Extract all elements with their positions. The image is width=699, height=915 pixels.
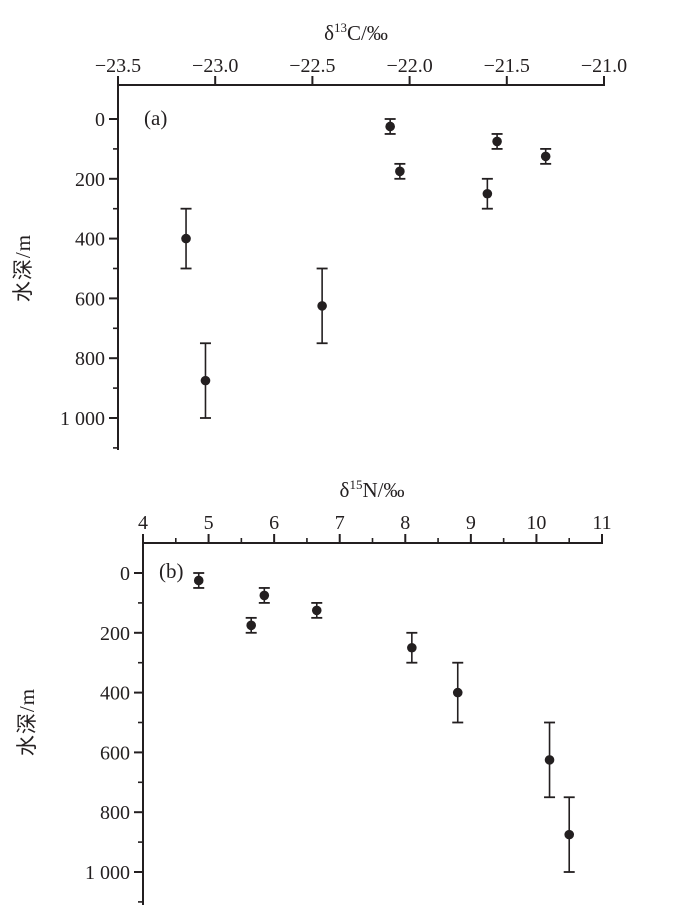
panel-b-data-point — [544, 755, 555, 765]
panel-b-data-point — [246, 620, 256, 631]
panel-a-x-axis-title: δ13C/‰ — [324, 20, 388, 45]
panel-a-y-tick-label: 1 000 — [60, 408, 105, 430]
panel-a-y-tick-label: 0 — [95, 109, 105, 131]
panel-a-data-point — [482, 188, 493, 199]
panel-b-data-point — [452, 687, 463, 698]
panel-b-data-point — [407, 642, 417, 653]
panel-b-x-tick-label: 9 — [466, 512, 476, 534]
panel-b-y-tick-label: 600 — [100, 742, 130, 764]
panel-a-y-tick-label: 800 — [75, 348, 105, 370]
panel-a-x-tick-label: −21.0 — [581, 55, 627, 77]
panel-b-x-tick-label: 7 — [335, 512, 345, 534]
panel-b-label: (b) — [159, 559, 184, 583]
panel-a-y-tick-label: 200 — [75, 169, 105, 191]
panel-b-data-point — [259, 590, 270, 601]
panel-a-x-tick-label: −22.0 — [386, 55, 432, 77]
panel-a-y-tick-label: 600 — [75, 288, 105, 310]
panel-a-y-tick-label: 400 — [75, 229, 105, 251]
panel-a-data-point — [181, 233, 191, 244]
panel-b-y-tick-label: 200 — [100, 623, 130, 645]
panel-a-x-tick-label: −23.0 — [192, 55, 238, 77]
panel-a-label: (a) — [144, 106, 167, 130]
panel-a-data-point — [492, 136, 502, 147]
panel-a-data-point — [540, 151, 551, 162]
panel-b-x-tick-label: 6 — [269, 512, 279, 534]
panel-a-data-point — [385, 121, 395, 132]
panel-b-data-point — [564, 829, 575, 840]
panel-a-x-tick-label: −21.5 — [484, 55, 530, 77]
panel-b-y-tick-label: 0 — [120, 563, 130, 585]
panel-b-x-tick-label: 4 — [138, 512, 148, 534]
panel-b-y-tick-label: 1 000 — [85, 862, 130, 884]
panel-b-y-axis-title: 水深/m — [15, 688, 39, 756]
panel-a-x-tick-label: −22.5 — [289, 55, 335, 77]
panel-b-x-axis-title: δ15N/‰ — [340, 477, 405, 502]
panel-a-data-point — [200, 375, 211, 386]
panel-a-data-point — [317, 301, 327, 311]
panel-b-data-point — [311, 605, 322, 616]
panel-b-x-tick-label: 5 — [204, 512, 214, 534]
panel-b-x-tick-label: 11 — [592, 512, 611, 534]
panel-b-x-tick-label: 10 — [526, 512, 546, 534]
panel-b-data-point — [193, 575, 204, 586]
panel-b-y-tick-label: 400 — [100, 683, 130, 705]
panel-b-x-tick-label: 8 — [400, 512, 410, 534]
panel-a-data-point — [395, 166, 405, 177]
panel-b-y-tick-label: 800 — [100, 802, 130, 824]
panel-a-y-axis-title: 水深/m — [11, 234, 35, 302]
panel-a-x-tick-label: −23.5 — [95, 55, 141, 77]
